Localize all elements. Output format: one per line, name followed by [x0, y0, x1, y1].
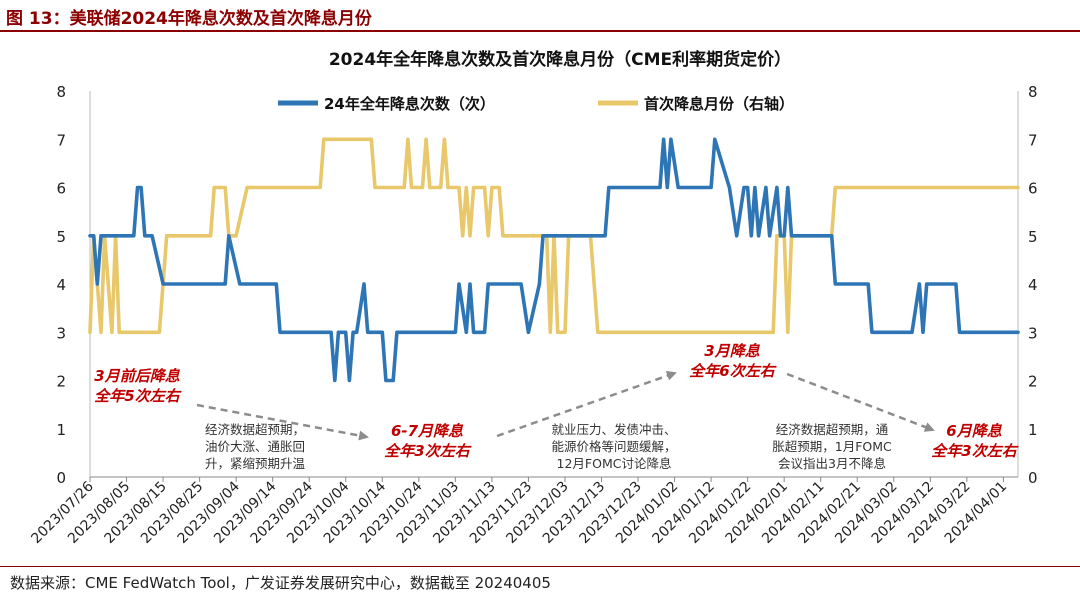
y-tick-label-right: 7	[1028, 131, 1038, 149]
annotation-text: 6月降息	[946, 422, 1002, 440]
legend-label: 首次降息月份（右轴）	[644, 95, 794, 113]
y-tick-label-left: 6	[56, 180, 66, 198]
annotation-arrow	[196, 403, 369, 441]
series-line-first-cut-month	[88, 137, 1020, 335]
y-tick-label-left: 8	[56, 83, 66, 101]
chart-title: 2024年全年降息次数及首次降息月份（CME利率期货定价）	[329, 49, 791, 70]
annotation-text: 6-7月降息	[391, 422, 464, 440]
y-tick-label-right: 6	[1028, 180, 1038, 198]
line-chart: 2024年全年降息次数及首次降息月份（CME利率期货定价） 012345678 …	[28, 49, 1038, 547]
annotation-text: 升，紧缩预期升温	[205, 456, 306, 471]
y-tick-label-right: 1	[1028, 421, 1038, 439]
y-axis-right: 0 1 2 3 4 5 6 7 8	[1028, 83, 1038, 487]
annotation-text: 3月降息	[704, 342, 760, 360]
y-tick-label-right: 2	[1028, 373, 1038, 391]
y-tick-label-left: 5	[56, 228, 66, 246]
figure-caption: 图 13：美联储2024年降息次数及首次降息月份	[6, 9, 372, 29]
annotation-text: 3月前后降息	[94, 367, 180, 385]
series-line-rate-cuts	[88, 137, 1020, 383]
y-tick-label-right: 3	[1028, 324, 1038, 342]
annotation-text: 全年5次左右	[94, 387, 181, 405]
y-axis-left: 0 1 2 3 4 5 6 7 8	[56, 83, 66, 487]
annotation-text: 经济数据超预期，通	[776, 422, 889, 437]
annotation-text: 会议指出3月不降息	[778, 456, 886, 471]
legend-label: 24年全年降息次数（次）	[324, 95, 495, 113]
y-tick-label-right: 4	[1028, 276, 1038, 294]
caption-divider	[0, 30, 1080, 32]
y-tick-label-right: 8	[1028, 83, 1038, 101]
y-tick-label-right: 5	[1028, 228, 1038, 246]
y-tick-label-left: 1	[56, 421, 66, 439]
y-tick-label-left: 2	[56, 373, 66, 391]
y-tick-label-left: 7	[56, 131, 66, 149]
annotation-arrows	[196, 370, 935, 441]
x-axis: 2023/07/262023/08/052023/08/152023/08/25…	[28, 477, 1010, 547]
annotation-text: 胀超预期，1月FOMC	[772, 439, 892, 454]
annotation-text: 油价大涨、通胀回	[205, 439, 305, 454]
annotation-text: 12月FOMC讨论降息	[557, 456, 672, 471]
annotation-text: 能源价格等问题缓解，	[551, 439, 676, 454]
series-layer	[88, 137, 1020, 383]
y-tick-label-right: 0	[1028, 469, 1038, 487]
axis-frame	[89, 91, 1019, 478]
annotation-arrow	[496, 370, 677, 438]
annotation-text: 就业压力、发债冲击、	[551, 422, 676, 437]
y-tick-label-left: 4	[56, 276, 66, 294]
legend: 24年全年降息次数（次） 首次降息月份（右轴）	[278, 95, 794, 113]
annotation-text: 全年3次左右	[931, 442, 1018, 460]
annotation-text: 全年6次左右	[689, 362, 776, 380]
annotation-text: 全年3次左右	[384, 442, 471, 460]
annotation-text: 经济数据超预期，	[205, 422, 305, 437]
source-divider	[0, 566, 1080, 567]
annotation-arrow	[786, 372, 935, 432]
source-note: 数据来源：CME FedWatch Tool，广发证券发展研究中心，数据截至 2…	[10, 574, 551, 592]
y-tick-label-left: 3	[56, 324, 66, 342]
y-tick-label-left: 0	[56, 469, 66, 487]
